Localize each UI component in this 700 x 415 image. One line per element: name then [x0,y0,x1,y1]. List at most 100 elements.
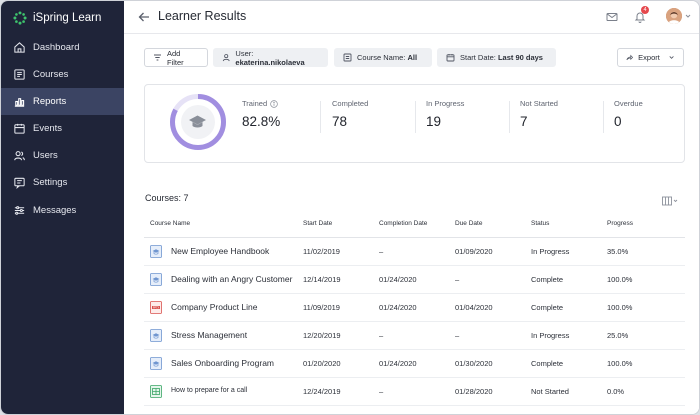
table-row[interactable]: How to prepare for a call 12/24/2019 – 0… [144,377,685,406]
courses-table: Course Name Start Date Completion Date D… [144,210,685,406]
table-header-row: Course Name Start Date Completion Date D… [144,210,685,238]
course-name-cell: New Employee Handbook [144,237,297,266]
course-name[interactable]: How to prepare for a call [171,387,248,394]
column-header-completion-date[interactable]: Completion Date [373,210,449,238]
sidebar-item-users[interactable]: Users [1,142,124,169]
share-icon [626,54,634,61]
date-filter-label: Start Date: [460,53,496,62]
table-row[interactable]: New Employee Handbook 11/02/2019 – 01/09… [144,237,685,266]
course-name[interactable]: New Employee Handbook [171,246,270,256]
completion-date-cell: 01/24/2020 [373,265,449,294]
stats-card: Trained 82.8% Completed 78 In Progress 1… [144,84,685,163]
sidebar-item-messages[interactable]: Messages [1,197,124,224]
due-date-cell: 01/28/2020 [449,377,525,406]
stat-in-progress-label: In Progress [426,99,465,108]
sidebar-item-reports[interactable]: Reports [1,88,124,115]
stat-overdue-value: 0 [614,114,622,129]
back-arrow-icon[interactable] [137,10,151,24]
header-bar: Learner Results 4 [124,1,699,34]
stat-trained-value: 82.8% [242,114,281,129]
chevron-down-icon [669,56,674,59]
completion-date-cell: 01/24/2020 [373,293,449,322]
status-cell: Complete [525,293,601,322]
status-cell: In Progress [525,321,601,350]
sidebar-item-label: Events [33,123,63,134]
stat-completed: Completed 78 [332,99,368,129]
stat-overdue: Overdue 0 [614,99,643,129]
stat-in-progress: In Progress 19 [426,99,464,129]
bell-icon[interactable] [634,10,646,23]
completion-date-cell: – [373,237,449,266]
reports-icon [14,98,25,107]
notification-badge: 4 [641,6,649,14]
due-date-cell: 01/09/2020 [449,237,525,266]
stat-divider [603,101,604,133]
add-filter-button[interactable]: Add Filter [144,48,208,67]
avatar[interactable] [666,8,682,24]
stat-completed-value: 78 [332,114,348,129]
sidebar-item-events[interactable]: Events [1,115,124,142]
completion-date-cell: 01/24/2020 [373,349,449,378]
course-name[interactable]: Sales Onboarding Program [171,358,275,368]
ispring-logo-icon [13,11,27,25]
due-date-cell: – [449,265,525,294]
export-button[interactable]: Export [617,48,684,67]
mail-icon[interactable] [606,11,618,23]
info-icon[interactable] [270,99,278,108]
user-filter-label: User: [235,48,254,58]
column-header-due-date[interactable]: Due Date [449,210,525,238]
course-name[interactable]: Company Product Line [171,302,258,312]
chevron-down-icon[interactable] [685,13,691,19]
pptx-icon: PPTX [150,300,162,314]
graduation-cap-icon [189,115,206,128]
stat-not-started: Not Started 7 [520,99,558,129]
date-filter-chip[interactable]: Start Date: Last 90 days [437,48,556,67]
user-filter-value: ekaterina.nikolaeva [235,57,305,67]
sidebar: iSpring Learn Dashboard Courses Reports … [1,1,124,414]
sidebar-item-label: Reports [33,96,67,107]
sidebar-item-dashboard[interactable]: Dashboard [1,34,124,61]
table-row[interactable]: Sales Onboarding Program 01/20/2020 01/2… [144,349,685,378]
stat-overdue-label: Overdue [614,99,643,108]
sidebar-item-label: Dashboard [33,42,80,53]
column-header-start-date[interactable]: Start Date [297,210,373,238]
course-name-cell: How to prepare for a call [144,377,297,406]
due-date-cell: 01/04/2020 [449,293,525,322]
course-icon [150,328,162,342]
course-filter-chip[interactable]: Course Name: All [334,48,432,67]
sidebar-item-label: Settings [33,177,68,188]
sidebar-item-settings[interactable]: Settings [1,169,124,196]
progress-cell: 35.0% [601,237,685,266]
stat-not-started-value: 7 [520,114,528,129]
columns-settings-icon[interactable] [662,196,678,206]
courses-table-body: New Employee Handbook 11/02/2019 – 01/09… [144,237,685,406]
table-row[interactable]: Dealing with an Angry Customer 12/14/201… [144,265,685,294]
start-date-cell: 01/20/2020 [297,349,373,378]
column-header-progress[interactable]: Progress [601,210,685,238]
progress-cell: 0.0% [601,377,685,406]
dashboard-icon [14,42,25,53]
column-header-course-name[interactable]: Course Name [144,210,297,238]
spreadsheet-icon [150,384,162,398]
courses-icon [14,69,25,80]
stat-divider [320,101,321,133]
start-date-cell: 12/14/2019 [297,265,373,294]
course-name[interactable]: Stress Management [171,330,248,340]
sidebar-item-courses[interactable]: Courses [1,61,124,88]
page-title: Learner Results [158,9,247,23]
table-row[interactable]: PPTX Company Product Line 11/09/2019 01/… [144,293,685,322]
due-date-cell: 01/30/2020 [449,349,525,378]
main-content: Learner Results 4 [124,1,699,414]
settings-icon [14,177,25,189]
start-date-cell: 12/24/2019 [297,377,373,406]
brand-logo[interactable]: iSpring Learn [13,9,101,27]
table-row[interactable]: Stress Management 12/20/2019 – – In Prog… [144,321,685,350]
course-name-cell: Sales Onboarding Program [144,349,297,378]
course-name[interactable]: Dealing with an Angry Customer [171,274,293,284]
course-filter-icon [343,53,352,62]
user-filter-chip[interactable]: User: ekaterina.nikolaeva [213,48,328,67]
column-header-status[interactable]: Status [525,210,601,238]
add-filter-label: Add Filter [166,48,184,67]
stat-divider [415,101,416,133]
progress-cell: 100.0% [601,349,685,378]
